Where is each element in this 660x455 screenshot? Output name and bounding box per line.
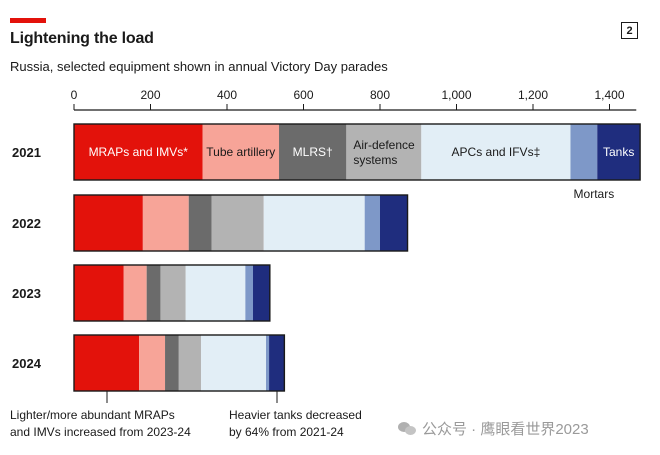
series-label: Tube artillery bbox=[206, 145, 275, 159]
category-label-2022: 2022 bbox=[12, 216, 41, 231]
annotation-text: Lighter/more abundant MRAPs bbox=[10, 408, 175, 422]
x-tick-label: 1,200 bbox=[518, 88, 548, 102]
annotation-text: by 64% from 2021-24 bbox=[229, 425, 344, 439]
bar-segment-mraps-and-imvs-2021 bbox=[74, 124, 203, 180]
bar-segment-air-defence-systems-2023 bbox=[160, 265, 186, 321]
bar-segment-air-defence-systems-2024 bbox=[178, 335, 201, 391]
category-label-2024: 2024 bbox=[12, 356, 42, 371]
bar-segment-tanks-2024 bbox=[269, 335, 285, 391]
chart-subtitle: Russia, selected equipment shown in annu… bbox=[10, 59, 388, 74]
bar-segment-mortars-2023 bbox=[245, 265, 254, 321]
bar-segment-tube-artillery-2023 bbox=[123, 265, 147, 321]
brand-accent-bar bbox=[10, 18, 46, 23]
category-label-2023: 2023 bbox=[12, 286, 41, 301]
bar-segment-apcs-and-ifvs-2022 bbox=[263, 195, 365, 251]
series-label: MLRS† bbox=[293, 145, 333, 159]
bar-segment-tube-artillery-2024 bbox=[139, 335, 166, 391]
category-label-2021: 2021 bbox=[12, 145, 41, 160]
x-tick-label: 1,400 bbox=[594, 88, 624, 102]
bar-segment-mlrs-2021 bbox=[279, 124, 347, 180]
wechat-icon bbox=[398, 421, 416, 436]
bar-segment-mortars-2021 bbox=[570, 124, 598, 180]
bar-segment-tanks-2021 bbox=[597, 124, 641, 180]
annotation-text: and IMVs increased from 2023-24 bbox=[10, 425, 191, 439]
bar-segment-mraps-and-imvs-2023 bbox=[74, 265, 124, 321]
x-tick-label: 800 bbox=[370, 88, 390, 102]
x-tick-label: 200 bbox=[140, 88, 160, 102]
bar-outline-2022 bbox=[73, 194, 409, 252]
bar-segment-mlrs-2022 bbox=[188, 195, 212, 251]
bar-segment-apcs-and-ifvs-2021 bbox=[421, 124, 571, 180]
bar-segment-mortars-2024 bbox=[266, 335, 270, 391]
bar-segment-tanks-2023 bbox=[253, 265, 270, 321]
watermark-text: 公众号 · 鹰眼看世界2023 bbox=[422, 421, 589, 438]
series-label: APCs and IFVs‡ bbox=[452, 145, 541, 159]
x-tick-label: 600 bbox=[293, 88, 313, 102]
chart-title: Lightening the load bbox=[10, 30, 154, 47]
x-tick-label: 1,000 bbox=[441, 88, 471, 102]
x-tick-label: 400 bbox=[217, 88, 237, 102]
bar-segment-air-defence-systems-2022 bbox=[211, 195, 264, 251]
bar-segment-mraps-and-imvs-2024 bbox=[74, 335, 140, 391]
bar-outline-2021 bbox=[73, 123, 641, 181]
bar-segment-tube-artillery-2022 bbox=[142, 195, 189, 251]
bar-segment-apcs-and-ifvs-2023 bbox=[185, 265, 246, 321]
annotation-text: Heavier tanks decreased bbox=[229, 408, 362, 422]
x-tick-label: 0 bbox=[71, 88, 78, 102]
bar-segment-mortars-2022 bbox=[364, 195, 380, 251]
series-label: Mortars bbox=[574, 187, 615, 201]
bar-segment-tanks-2022 bbox=[380, 195, 408, 251]
bar-segment-mlrs-2023 bbox=[146, 265, 161, 321]
bar-outline-2024 bbox=[73, 334, 286, 392]
series-label: Tanks bbox=[603, 145, 634, 159]
bar-outline-2023 bbox=[73, 264, 271, 322]
watermark: 公众号 · 鹰眼看世界2023 bbox=[398, 418, 589, 439]
bar-segment-mlrs-2024 bbox=[165, 335, 179, 391]
bar-segment-air-defence-systems-2021 bbox=[346, 124, 422, 180]
figure-number-badge: 2 bbox=[621, 22, 638, 39]
series-label: Air-defence systems bbox=[353, 138, 415, 167]
series-label: MRAPs and IMVs* bbox=[89, 145, 189, 159]
bar-segment-mraps-and-imvs-2022 bbox=[74, 195, 143, 251]
bar-segment-tube-artillery-2021 bbox=[202, 124, 280, 180]
bar-segment-apcs-and-ifvs-2024 bbox=[200, 335, 267, 391]
